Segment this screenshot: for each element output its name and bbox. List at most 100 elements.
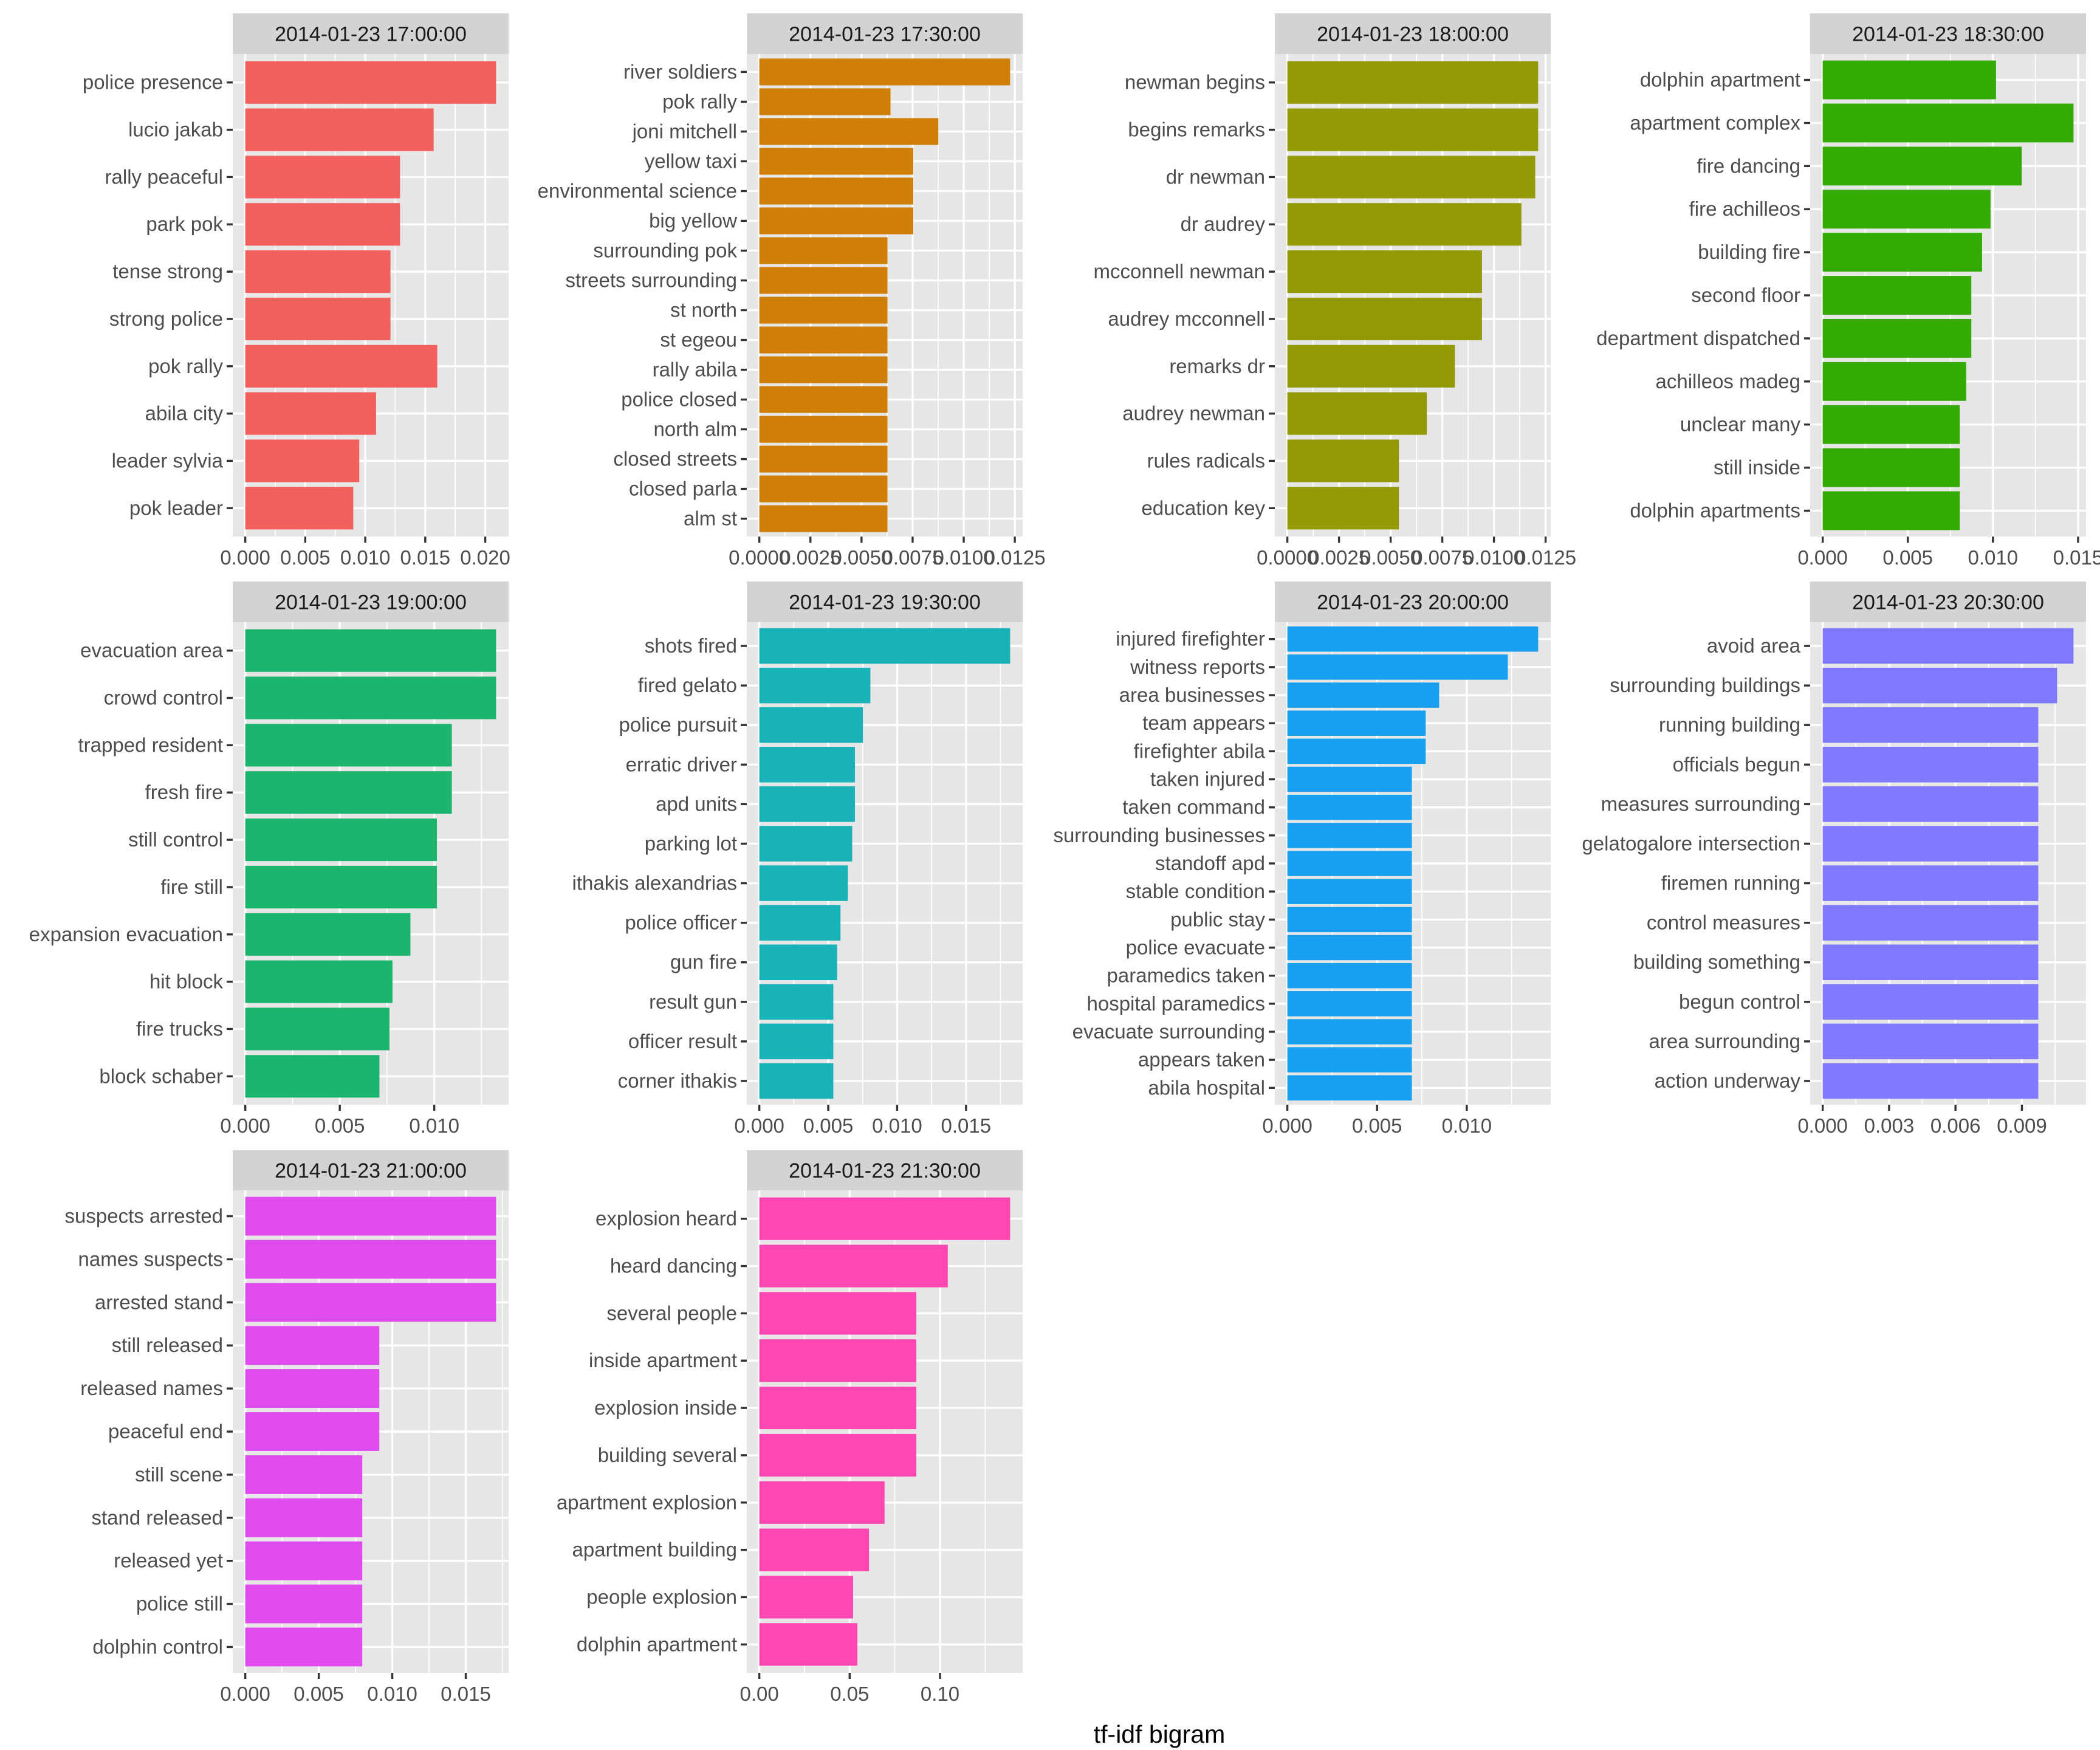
bar xyxy=(759,944,837,980)
bar xyxy=(759,667,871,704)
y-tick-label: fired gelato xyxy=(638,674,737,696)
y-tick-label: fire dancing xyxy=(1697,154,1800,177)
bar xyxy=(759,148,913,175)
y-tick-label: evacuation area xyxy=(80,639,223,662)
bar xyxy=(245,1326,380,1365)
x-tick-label: 0.015 xyxy=(400,546,451,569)
bar xyxy=(1287,250,1482,293)
bar xyxy=(759,1623,858,1666)
x-tick-label: 0.010 xyxy=(1442,1114,1492,1137)
y-tick-label: dolphin control xyxy=(92,1635,223,1658)
bar xyxy=(1822,747,2039,783)
bar xyxy=(759,356,888,383)
y-tick-label: dr newman xyxy=(1166,165,1265,188)
x-tick-label: 0.0125 xyxy=(984,546,1046,569)
y-tick-label: dr audrey xyxy=(1181,213,1266,235)
bar xyxy=(1287,823,1412,848)
y-tick-label: released yet xyxy=(114,1549,223,1572)
y-tick-label: apartment building xyxy=(572,1539,737,1561)
y-tick-label: surrounding pok xyxy=(593,239,737,261)
facet-strip xyxy=(1810,582,2086,622)
bar xyxy=(1822,276,1972,315)
x-tick-label: 0.005 xyxy=(803,1114,854,1137)
y-tick-label: st egeou xyxy=(660,329,737,351)
x-tick-label: 0.000 xyxy=(1797,1114,1848,1137)
y-tick-label: gun fire xyxy=(670,951,737,973)
y-tick-label: yellow taxi xyxy=(645,149,737,172)
y-tick-label: arrested stand xyxy=(95,1291,223,1313)
y-tick-label: explosion heard xyxy=(595,1207,737,1230)
y-tick-label: big yellow xyxy=(649,209,737,232)
bar xyxy=(1287,392,1427,435)
bar xyxy=(759,1339,917,1382)
bar xyxy=(759,1528,870,1571)
y-tick-label: environmental science xyxy=(538,179,737,202)
y-tick-label: avoid area xyxy=(1707,634,1801,657)
y-tick-label: fire trucks xyxy=(136,1017,223,1040)
bar xyxy=(245,1007,389,1051)
y-tick-label: team appears xyxy=(1142,712,1265,734)
bar xyxy=(759,1063,834,1099)
y-tick-label: still released xyxy=(112,1334,223,1356)
facet-panel: 2014-01-23 21:30:00 explosion heard heard … xyxy=(557,1150,1023,1705)
bar xyxy=(245,1541,363,1580)
bar xyxy=(1287,1075,1412,1101)
y-tick-label: several people xyxy=(606,1302,737,1324)
x-tick-label: 0.005 xyxy=(293,1683,344,1705)
bar xyxy=(1822,318,1972,358)
y-tick-label: tense strong xyxy=(112,260,223,283)
bar xyxy=(759,237,888,264)
x-tick-label: 0.000 xyxy=(1262,1114,1312,1137)
bar xyxy=(1822,865,2039,901)
bar xyxy=(759,118,939,145)
bar xyxy=(1822,984,2039,1020)
facet-strip xyxy=(233,13,509,54)
y-tick-label: hit block xyxy=(149,970,224,993)
y-tick-label: standoff apd xyxy=(1155,852,1265,874)
x-tick-label: 0.000 xyxy=(220,1114,270,1137)
y-tick-label: names suspects xyxy=(78,1247,223,1270)
y-tick-label: police closed xyxy=(621,388,737,411)
y-tick-label: injured firefighter xyxy=(1116,628,1265,650)
y-tick-label: stand released xyxy=(92,1506,223,1529)
y-tick-label: erratic driver xyxy=(626,753,737,775)
y-tick-label: mcconnell newman xyxy=(1094,260,1265,283)
y-tick-label: abila hospital xyxy=(1148,1076,1265,1099)
facet-panel: 2014-01-23 18:00:00 newman begins begins r… xyxy=(1094,13,1576,569)
x-tick-label: 0.10 xyxy=(921,1683,959,1705)
bar xyxy=(759,58,1011,86)
bar xyxy=(759,786,856,822)
bar xyxy=(759,865,848,901)
y-tick-label: action underway xyxy=(1655,1069,1801,1092)
y-tick-label: witness reports xyxy=(1130,656,1265,678)
x-axis-title: tf-idf bigram xyxy=(1094,1720,1225,1748)
y-tick-label: corner ithakis xyxy=(618,1069,737,1092)
facet-panel: 2014-01-23 18:30:00 dolphin apartment apar… xyxy=(1596,13,2100,569)
bar xyxy=(759,1197,1011,1240)
bar xyxy=(759,386,888,413)
y-tick-label: closed parla xyxy=(629,478,738,500)
y-tick-label: stable condition xyxy=(1126,880,1265,902)
y-tick-label: trapped resident xyxy=(78,733,224,756)
bar xyxy=(759,984,834,1020)
bar xyxy=(759,1576,853,1619)
y-tick-label: joni mitchell xyxy=(632,120,737,142)
x-tick-label: 0.020 xyxy=(460,546,510,569)
bar xyxy=(1822,1023,2039,1060)
bar xyxy=(245,1240,496,1279)
y-tick-label: area businesses xyxy=(1119,684,1265,706)
x-tick-label: 0.0050 xyxy=(831,546,892,569)
bar xyxy=(1822,233,1982,272)
y-tick-label: closed streets xyxy=(613,448,737,470)
y-tick-label: block schaber xyxy=(99,1065,223,1087)
bar xyxy=(245,439,360,482)
y-tick-label: peaceful end xyxy=(108,1420,223,1443)
bar xyxy=(759,1387,917,1430)
x-tick-label: 0.010 xyxy=(1968,546,2019,569)
y-tick-label: appears taken xyxy=(1138,1048,1265,1071)
x-tick-label: 0.005 xyxy=(280,546,331,569)
x-tick-label: 0.006 xyxy=(1930,1114,1981,1137)
bar xyxy=(759,1481,885,1524)
